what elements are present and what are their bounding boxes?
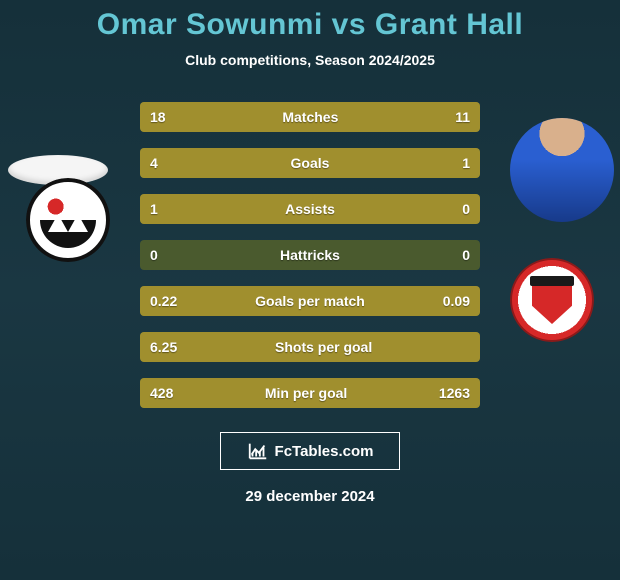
stat-label: Goals per match xyxy=(177,293,443,309)
stat-left-value: 0 xyxy=(140,247,158,263)
subtitle: Club competitions, Season 2024/2025 xyxy=(0,52,620,68)
stat-left-value: 1 xyxy=(140,201,158,217)
stat-label: Shots per goal xyxy=(177,339,470,355)
swindon-badge-icon xyxy=(510,258,594,342)
infographic-root: Omar Sowunmi vs Grant Hall Club competit… xyxy=(0,0,620,580)
stat-right-value: 0 xyxy=(462,247,480,263)
title-vs: vs xyxy=(332,8,366,41)
date-text: 29 december 2024 xyxy=(0,488,620,505)
title-player1: Omar Sowunmi xyxy=(97,8,323,41)
stat-label: Matches xyxy=(166,109,456,125)
player2-avatar xyxy=(510,118,614,222)
brand-text: FcTables.com xyxy=(275,443,374,460)
player2-avatar-placeholder xyxy=(510,118,614,222)
stat-row: 1Assists0 xyxy=(140,194,480,224)
stat-right-value: 0.09 xyxy=(443,293,480,309)
title-player2: Grant Hall xyxy=(375,8,523,41)
stat-left-value: 6.25 xyxy=(140,339,177,355)
stat-right-value: 0 xyxy=(462,201,480,217)
page-title: Omar Sowunmi vs Grant Hall xyxy=(0,0,620,42)
stat-label: Min per goal xyxy=(173,385,438,401)
stat-label: Goals xyxy=(158,155,462,171)
stat-label: Hattricks xyxy=(158,247,462,263)
player2-club-badge xyxy=(510,258,594,342)
chart-icon xyxy=(247,440,269,462)
stat-right-value: 11 xyxy=(455,109,480,125)
stat-row: 6.25Shots per goal xyxy=(140,332,480,362)
stat-right-value: 1263 xyxy=(439,385,480,401)
stat-right-value: 1 xyxy=(462,155,480,171)
stat-row: 0.22Goals per match0.09 xyxy=(140,286,480,316)
stat-label: Assists xyxy=(158,201,462,217)
stat-left-value: 18 xyxy=(140,109,166,125)
stat-row: 428Min per goal1263 xyxy=(140,378,480,408)
brand-box: FcTables.com xyxy=(220,432,400,470)
bromley-badge-icon xyxy=(26,178,110,262)
stat-left-value: 4 xyxy=(140,155,158,171)
stat-row: 18Matches11 xyxy=(140,102,480,132)
player1-club-badge xyxy=(26,178,110,262)
stat-row: 4Goals1 xyxy=(140,148,480,178)
stat-left-value: 428 xyxy=(140,385,173,401)
stat-row: 0Hattricks0 xyxy=(140,240,480,270)
stat-left-value: 0.22 xyxy=(140,293,177,309)
stats-container: 18Matches114Goals11Assists00Hattricks00.… xyxy=(140,102,480,408)
